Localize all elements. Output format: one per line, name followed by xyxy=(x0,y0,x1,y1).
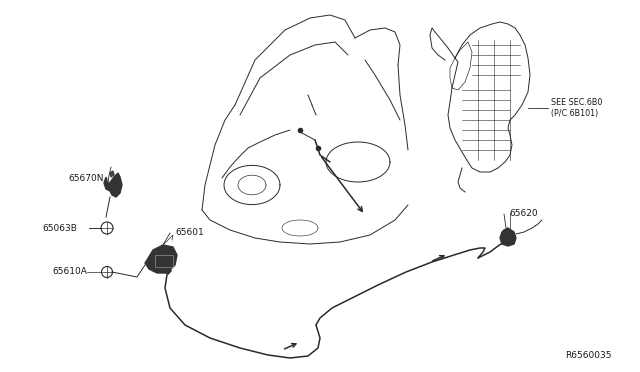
Text: 65610A: 65610A xyxy=(52,267,87,276)
Polygon shape xyxy=(110,171,114,177)
Polygon shape xyxy=(500,228,516,246)
Text: SEE SEC.6B0
(P/C 6B101): SEE SEC.6B0 (P/C 6B101) xyxy=(551,98,602,118)
Text: 65063B: 65063B xyxy=(42,224,77,232)
Polygon shape xyxy=(104,173,122,197)
Polygon shape xyxy=(145,245,177,273)
Text: 65670N: 65670N xyxy=(68,173,104,183)
Text: 65601: 65601 xyxy=(175,228,204,237)
Bar xyxy=(155,255,173,267)
Text: 65620: 65620 xyxy=(509,208,538,218)
Text: R6560035: R6560035 xyxy=(566,350,612,359)
